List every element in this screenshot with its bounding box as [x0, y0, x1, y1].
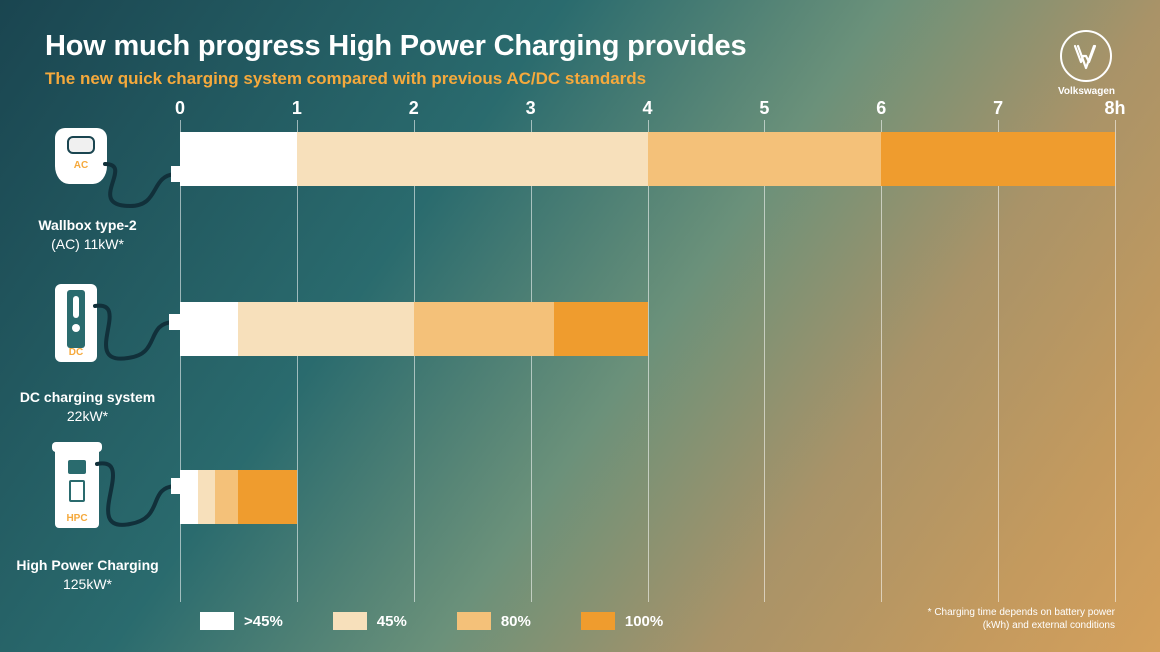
- axis-tick-label: 1: [292, 98, 302, 119]
- bar-segment-lt45: [180, 132, 297, 186]
- chart-row-hpc: HPCHigh Power Charging125kW*: [0, 440, 1160, 590]
- legend-item: 45%: [333, 612, 407, 630]
- vw-logo-icon: [1060, 30, 1112, 82]
- charger-icon-dc: DC: [55, 284, 97, 362]
- footnote: * Charging time depends on battery power…: [928, 606, 1115, 632]
- axis-tick-label: 5: [759, 98, 769, 119]
- content: How much progress High Power Charging pr…: [0, 0, 1160, 652]
- bar-segment-p45: [238, 302, 413, 356]
- chart-row-dc: DC DC charging system22kW*: [0, 280, 1160, 430]
- axis-labels: 012345678h: [180, 98, 1115, 120]
- footnote-line: * Charging time depends on battery power: [928, 606, 1115, 619]
- bar: [180, 132, 1115, 186]
- bar-segment-p80: [414, 302, 554, 356]
- axis-tick-label: 7: [993, 98, 1003, 119]
- axis-tick-label: 3: [526, 98, 536, 119]
- bar-segment-p100: [881, 132, 1115, 186]
- legend-swatch: [200, 612, 234, 630]
- header: How much progress High Power Charging pr…: [45, 30, 1115, 97]
- legend-swatch: [333, 612, 367, 630]
- axis-tick-label: 2: [409, 98, 419, 119]
- chart-row-wallbox: AC Wallbox type-2(AC) 11kW*: [0, 120, 1160, 270]
- row-label: DC charging system22kW*: [0, 388, 175, 426]
- bar-segment-p100: [554, 302, 648, 356]
- row-label: Wallbox type-2(AC) 11kW*: [0, 216, 175, 254]
- bar-rows: AC Wallbox type-2(AC) 11kW* DC DC charging …: [0, 120, 1160, 600]
- page-title: How much progress High Power Charging pr…: [45, 30, 746, 63]
- bar: [180, 470, 297, 524]
- axis-tick-label: 4: [642, 98, 652, 119]
- row-name: High Power Charging: [0, 556, 175, 575]
- bar-segment-p45: [198, 470, 216, 524]
- axis-tick-label: 0: [175, 98, 185, 119]
- legend-item: 80%: [457, 612, 531, 630]
- legend-label: 100%: [625, 613, 663, 630]
- footnote-line: (kWh) and external conditions: [928, 619, 1115, 632]
- row-spec: (AC) 11kW*: [0, 235, 175, 254]
- bar-segment-p100: [238, 470, 296, 524]
- legend: >45% 45% 80% 100%: [200, 612, 663, 630]
- bar-segment-lt45: [180, 470, 198, 524]
- brand-logo: Volkswagen: [1058, 30, 1115, 97]
- row-name: Wallbox type-2: [0, 216, 175, 235]
- legend-swatch: [581, 612, 615, 630]
- bar-segment-p45: [297, 132, 648, 186]
- row-spec: 125kW*: [0, 575, 175, 594]
- bar-segment-lt45: [180, 302, 238, 356]
- row-spec: 22kW*: [0, 407, 175, 426]
- axis-tick-label: 8h: [1104, 98, 1125, 119]
- row-name: DC charging system: [0, 388, 175, 407]
- bar-segment-p80: [215, 470, 238, 524]
- brand-name: Volkswagen: [1058, 86, 1115, 97]
- page-subtitle: The new quick charging system compared w…: [45, 69, 746, 89]
- legend-label: >45%: [244, 613, 283, 630]
- legend-swatch: [457, 612, 491, 630]
- axis-tick-label: 6: [876, 98, 886, 119]
- bar: [180, 302, 648, 356]
- charger-icon-wallbox: AC: [55, 128, 107, 184]
- bar-segment-p80: [648, 132, 882, 186]
- legend-item: 100%: [581, 612, 663, 630]
- legend-label: 45%: [377, 613, 407, 630]
- legend-item: >45%: [200, 612, 283, 630]
- charger-icon-hpc: HPC: [55, 446, 99, 528]
- legend-label: 80%: [501, 613, 531, 630]
- row-label: High Power Charging125kW*: [0, 556, 175, 594]
